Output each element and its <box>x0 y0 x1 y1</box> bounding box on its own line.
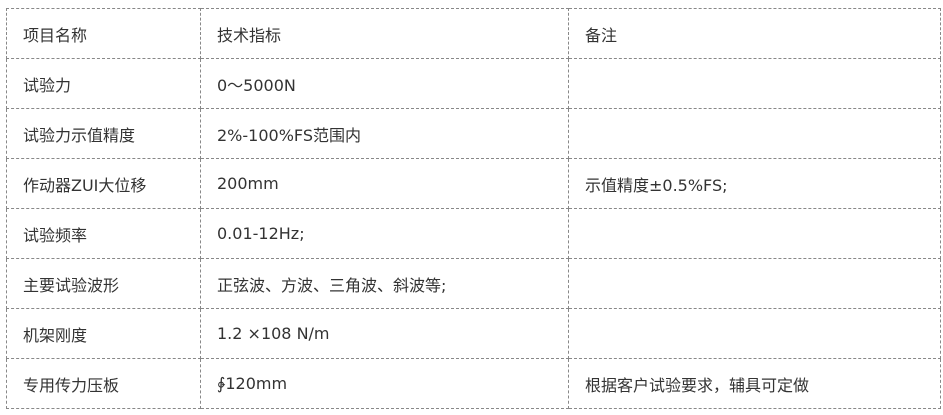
item-name-cell: 试验力 <box>6 58 201 109</box>
remark-cell <box>568 258 941 309</box>
table-row: 专用传力压板 ∲120mm 根据客户试验要求，辅具可定做 <box>6 358 941 409</box>
item-name-cell: 专用传力压板 <box>6 358 201 409</box>
table-header-row: 项目名称 技术指标 备注 <box>6 8 941 59</box>
item-name-cell: 作动器ZUI大位移 <box>6 158 201 209</box>
item-name-cell: 项目名称 <box>6 8 201 59</box>
remark-cell <box>568 58 941 109</box>
item-name-cell: 机架刚度 <box>6 308 201 359</box>
spec-cell: 正弦波、方波、三角波、斜波等; <box>200 258 569 309</box>
remark-cell: 根据客户试验要求，辅具可定做 <box>568 358 941 409</box>
remark-cell <box>568 108 941 159</box>
remark-cell: 备注 <box>568 8 941 59</box>
spec-cell: 0.01-12Hz; <box>200 208 569 259</box>
remark-cell: 示值精度±0.5%FS; <box>568 158 941 209</box>
table-row: 机架刚度 1.2 ×108 N/m <box>6 308 941 359</box>
table-row: 作动器ZUI大位移 200mm 示值精度±0.5%FS; <box>6 158 941 209</box>
remark-cell <box>568 208 941 259</box>
spec-cell: ∲120mm <box>200 358 569 409</box>
item-name-cell: 试验力示值精度 <box>6 108 201 159</box>
remark-cell <box>568 308 941 359</box>
table-row: 试验力 0～5000N <box>6 58 941 109</box>
spec-cell: 200mm <box>200 158 569 209</box>
item-name-cell: 试验频率 <box>6 208 201 259</box>
table-row: 试验力示值精度 2%-100%FS范围内 <box>6 108 941 159</box>
item-name-cell: 主要试验波形 <box>6 258 201 309</box>
spec-table: 项目名称 技术指标 备注 试验力 0～5000N 试验力示值精度 2%-100%FS范围内作… <box>6 8 941 409</box>
table-row: 主要试验波形 正弦波、方波、三角波、斜波等; <box>6 258 941 309</box>
spec-cell: 2%-100%FS范围内 <box>200 108 569 159</box>
spec-cell: 技术指标 <box>200 8 569 59</box>
spec-cell: 1.2 ×108 N/m <box>200 308 569 359</box>
spec-cell: 0～5000N <box>200 58 569 109</box>
table-row: 试验频率 0.01-12Hz; <box>6 208 941 259</box>
